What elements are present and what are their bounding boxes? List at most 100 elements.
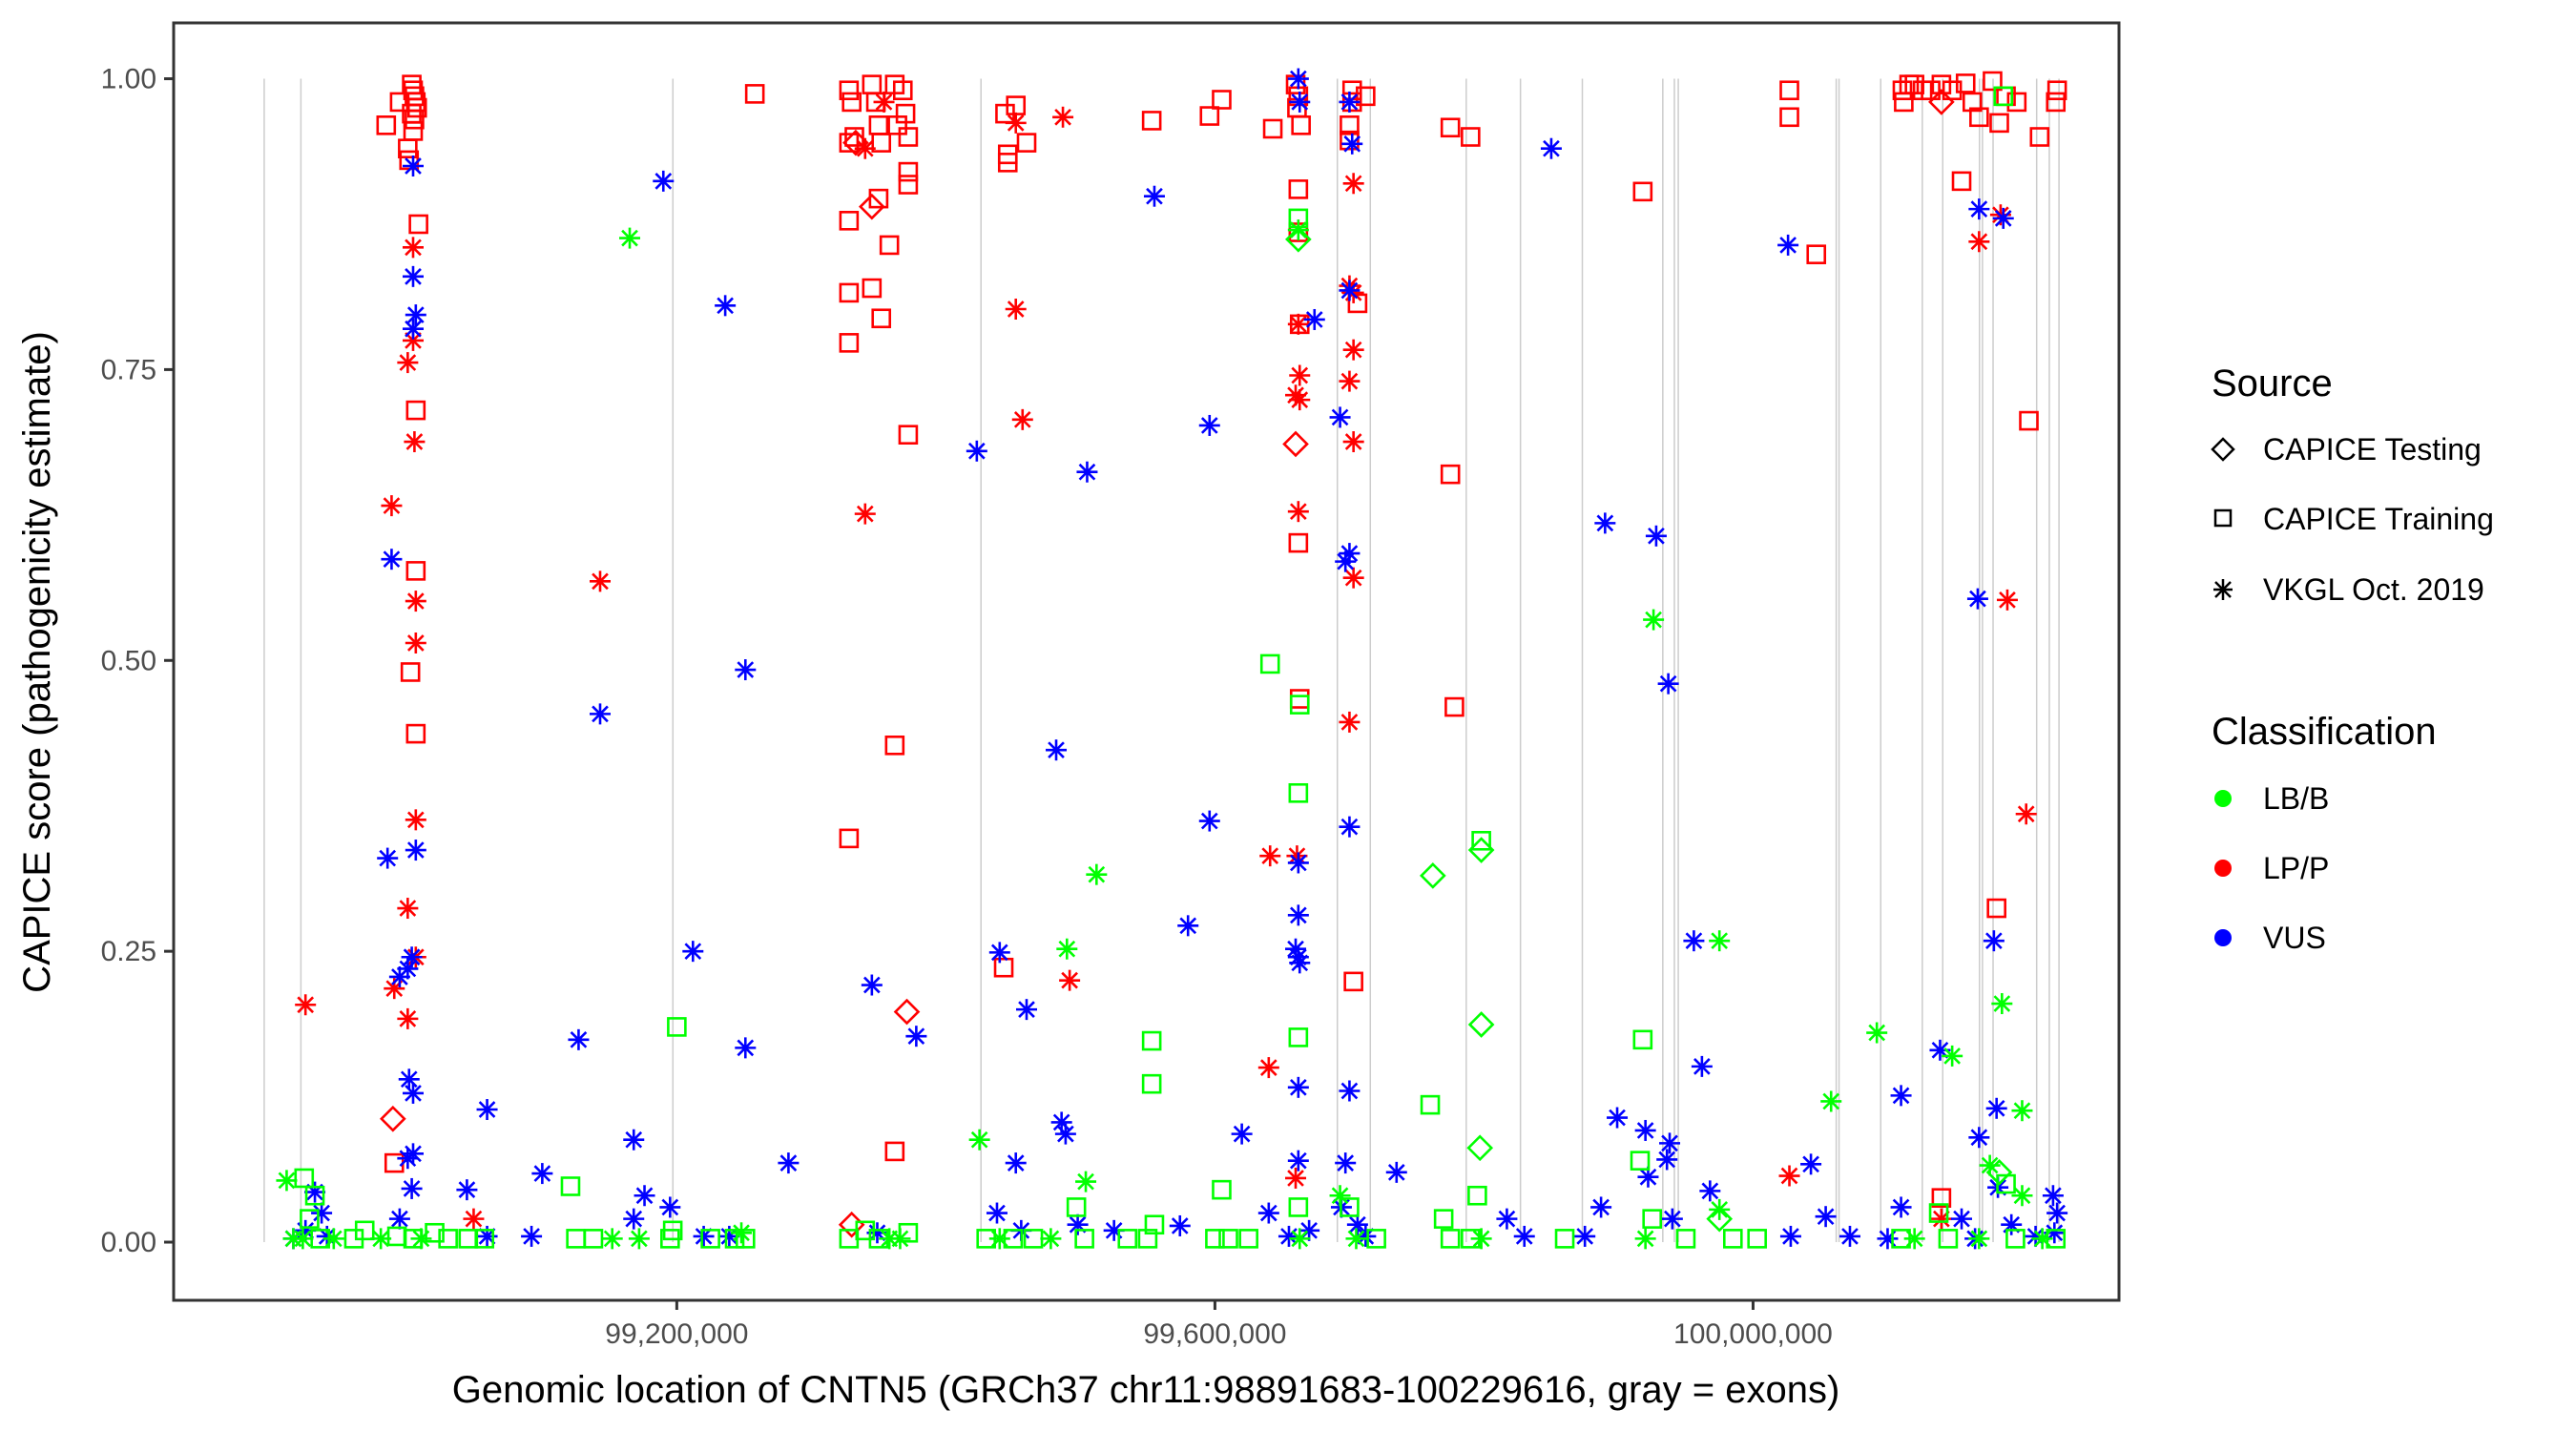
data-point-vus-asterisk bbox=[398, 1068, 420, 1090]
data-point-vus-asterisk bbox=[1177, 915, 1199, 937]
data-point-vus-asterisk bbox=[1637, 1166, 1659, 1188]
data-point-lbb-square bbox=[1066, 1197, 1087, 1217]
data-point-lpp-square bbox=[871, 308, 892, 329]
data-point-lbb-asterisk bbox=[1643, 609, 1665, 631]
data-point-lbb-square bbox=[1238, 1229, 1258, 1249]
data-point-lbb-asterisk bbox=[1820, 1090, 1842, 1112]
data-point-lbb-square bbox=[1144, 1214, 1165, 1235]
data-point-lbb-square bbox=[304, 1185, 325, 1206]
data-point-lpp-square bbox=[405, 400, 426, 421]
data-point-vus-asterisk bbox=[1289, 952, 1311, 974]
data-point-lpp-asterisk bbox=[1005, 298, 1027, 320]
data-point-vus-asterisk bbox=[1890, 1196, 1912, 1218]
data-point-lbb-square bbox=[425, 1222, 445, 1243]
legend-item-capice-testing: CAPICE Testing bbox=[2211, 432, 2482, 467]
data-point-lpp-square bbox=[892, 80, 913, 101]
data-point-vus-asterisk bbox=[1339, 280, 1361, 301]
data-point-vus-asterisk bbox=[311, 1202, 333, 1224]
data-point-vus-asterisk bbox=[1198, 810, 1220, 832]
data-point-lpp-asterisk bbox=[2015, 803, 2037, 825]
data-point-vus-asterisk bbox=[2001, 1213, 2023, 1235]
data-point-vus-asterisk bbox=[1634, 1119, 1656, 1141]
data-point-vus-asterisk bbox=[1985, 1097, 2007, 1119]
legend-label: CAPICE Testing bbox=[2263, 432, 2482, 467]
data-point-lpp-square bbox=[993, 957, 1014, 978]
data-point-lpp-asterisk bbox=[1968, 231, 1990, 253]
data-point-lpp-asterisk bbox=[873, 91, 895, 113]
data-point-lpp-square bbox=[1444, 696, 1465, 717]
data-point-vus-asterisk bbox=[1590, 1196, 1612, 1218]
data-point-lbb-square bbox=[700, 1229, 720, 1249]
data-point-vus-asterisk bbox=[1839, 1225, 1860, 1247]
data-point-vus-asterisk bbox=[1067, 1213, 1089, 1235]
data-point-lpp-square bbox=[406, 97, 427, 118]
data-point-vus-asterisk bbox=[401, 946, 423, 968]
data-point-lbb-square bbox=[438, 1229, 458, 1249]
blue-dot-icon bbox=[2214, 929, 2232, 946]
data-point-lbb-asterisk bbox=[628, 1228, 650, 1250]
data-point-lpp-asterisk bbox=[1996, 589, 2018, 611]
data-point-lpp-asterisk bbox=[1342, 173, 1364, 195]
x-axis: 99,200,000 99,600,000 100,000,000 bbox=[605, 1300, 1833, 1350]
data-point-vus-asterisk bbox=[986, 1202, 1008, 1224]
data-point-lpp-square bbox=[2029, 127, 2050, 147]
data-point-lpp-square bbox=[884, 736, 905, 756]
data-point-lbb-asterisk bbox=[1287, 219, 1309, 241]
data-point-lbb-asterisk bbox=[410, 1228, 432, 1250]
data-point-lpp-asterisk bbox=[397, 898, 419, 920]
data-point-lpp-square bbox=[405, 109, 425, 130]
data-point-lbb-asterisk bbox=[889, 1228, 911, 1250]
data-point-lbb-asterisk bbox=[601, 1228, 623, 1250]
data-point-lpp-asterisk bbox=[1287, 313, 1309, 335]
data-point-vus-asterisk bbox=[988, 942, 1010, 964]
data-point-lbb-asterisk bbox=[2011, 1185, 2033, 1207]
data-point-lbb-square bbox=[1205, 1229, 1225, 1249]
data-point-vus-asterisk bbox=[1496, 1208, 1518, 1230]
data-point-vus-asterisk bbox=[1143, 185, 1165, 207]
data-point-lpp-asterisk bbox=[463, 1208, 485, 1230]
data-point-lpp-diamond bbox=[842, 129, 869, 156]
data-point-lbb-square bbox=[1996, 1173, 2016, 1194]
data-point-lpp-square bbox=[1340, 115, 1360, 135]
data-point-lpp-square bbox=[898, 161, 919, 182]
data-point-vus-asterisk bbox=[2044, 1222, 2066, 1244]
data-point-vus-asterisk bbox=[1657, 673, 1679, 695]
data-point-lbb-square bbox=[1471, 831, 1491, 851]
data-point-lbb-square bbox=[1288, 1197, 1309, 1217]
data-point-vus-asterisk bbox=[1076, 461, 1098, 483]
data-point-vus-asterisk bbox=[1287, 1076, 1309, 1098]
data-point-lpp-asterisk bbox=[1289, 364, 1311, 386]
data-point-vus-asterisk bbox=[1951, 1208, 1973, 1230]
data-point-lpp-square bbox=[405, 723, 426, 744]
data-point-lpp-asterisk bbox=[1052, 106, 1074, 128]
data-point-vus-asterisk bbox=[905, 1026, 927, 1047]
exon-lines bbox=[263, 78, 2060, 1243]
data-point-lpp-square bbox=[839, 80, 860, 101]
data-point-lpp-square bbox=[403, 121, 424, 141]
data-point-lpp-asterisk bbox=[381, 495, 403, 517]
data-point-lbb-asterisk bbox=[1968, 1228, 1990, 1250]
data-point-lpp-square bbox=[1440, 464, 1461, 485]
data-point-lpp-square bbox=[376, 115, 397, 135]
data-point-vus-asterisk bbox=[1335, 1152, 1357, 1174]
data-point-vus-asterisk bbox=[1287, 904, 1309, 926]
x-tick-label: 99,200,000 bbox=[605, 1318, 748, 1350]
data-point-lbb-asterisk bbox=[731, 1222, 753, 1244]
data-point-lpp-square bbox=[744, 84, 765, 104]
data-point-lbb-diamond bbox=[1466, 1134, 1494, 1162]
data-point-lbb-asterisk bbox=[1289, 1228, 1311, 1250]
data-point-lpp-square bbox=[1931, 1188, 1952, 1208]
data-point-vus-asterisk bbox=[1661, 1208, 1683, 1230]
data-point-lpp-square bbox=[1921, 80, 1941, 101]
data-point-vus-asterisk bbox=[1992, 207, 2014, 229]
data-point-lpp-square bbox=[839, 828, 860, 849]
data-point-vus-asterisk bbox=[1385, 1161, 1407, 1183]
data-point-vus-asterisk bbox=[456, 1179, 478, 1201]
data-point-lbb-square bbox=[1642, 1209, 1662, 1229]
data-point-lpp-square bbox=[1340, 130, 1360, 151]
data-point-lpp-square bbox=[1989, 113, 2009, 134]
data-point-lbb-square bbox=[1632, 1029, 1653, 1050]
data-point-lpp-square bbox=[2046, 80, 2067, 101]
data-point-lpp-square bbox=[1892, 80, 1913, 101]
data-point-lbb-asterisk bbox=[988, 1228, 1010, 1250]
